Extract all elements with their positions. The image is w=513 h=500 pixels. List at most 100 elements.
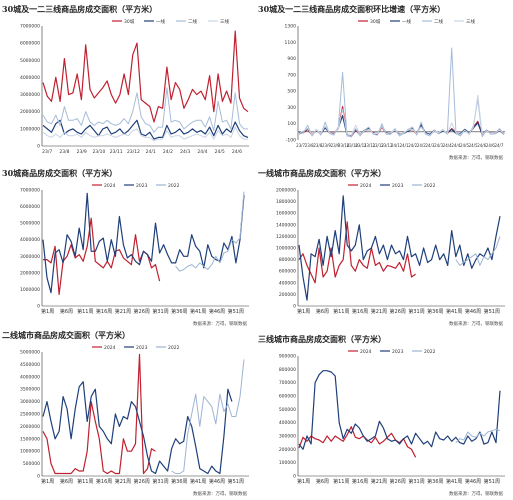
chart-title: 三线城市商品房成交面积（平方米）: [258, 334, 386, 344]
y-tick-label: 6000000: [20, 41, 40, 47]
y-tick-label: 800000: [279, 367, 296, 373]
chart-title: 30城商品房成交面积（平方米）: [2, 168, 118, 178]
y-tick-label: 3500000: [20, 387, 40, 393]
y-tick-label: 7000000: [20, 188, 40, 194]
x-tick-label: 23/11: [355, 143, 367, 148]
x-tick-label: 23/9: [322, 143, 331, 148]
x-tick-label: 24/2: [408, 143, 417, 148]
x-tick-label: 第41周: [446, 308, 462, 315]
legend-label: 2023: [392, 349, 404, 355]
x-tick-label: 23/8: [313, 143, 322, 148]
y-tick-label: 6000000: [20, 204, 40, 210]
legend-label: 2024: [360, 349, 372, 355]
x-tick-label: 第31周: [408, 308, 424, 315]
x-tick-label: 第46周: [465, 308, 481, 315]
series-line-2022: [455, 236, 501, 266]
x-tick-label: 第16周: [96, 308, 112, 315]
x-tick-label: 24/6: [232, 149, 242, 155]
x-tick-label: 24/2: [417, 143, 426, 148]
chart-title: 一线城市商品房成交面积（平方米）: [258, 168, 386, 178]
x-tick-label: 第1周: [297, 308, 310, 315]
legend-label: 2023: [136, 345, 148, 351]
x-tick-label: 24/7: [494, 143, 503, 148]
x-tick-label: 第6周: [60, 308, 73, 315]
chart-svg: 0 100000 200000 300000 400000 500000 600000 700…: [279, 349, 505, 497]
y-tick-label: 1600000: [276, 211, 296, 217]
x-tick-label: 第41周: [446, 478, 462, 485]
y-tick-label: 1800000: [276, 199, 296, 205]
y-tick-label: 600000: [279, 394, 296, 400]
y-tick-label: 100: [287, 121, 296, 127]
y-tick-label: 4000000: [20, 75, 40, 81]
x-tick-label: 第36周: [427, 478, 443, 485]
source-note: 数据来源：万得，钢联数据: [449, 320, 503, 327]
y-tick-label: 900000: [279, 354, 296, 360]
x-tick-label: 第11周: [333, 308, 349, 315]
y-tick-label: 1200000: [276, 234, 296, 240]
x-tick-label: 第21周: [371, 308, 387, 315]
source-note: 数据来源：万得，钢联数据: [449, 490, 503, 497]
y-tick-label: 200000: [279, 447, 296, 453]
series-line-三线: [42, 126, 248, 142]
x-tick-label: 第36周: [171, 308, 187, 315]
series-line-2023: [298, 370, 501, 450]
x-tick-label: 第41周: [190, 478, 206, 485]
x-tick-label: 第16周: [352, 308, 368, 315]
series-line-一线: [42, 119, 249, 140]
series-line-2023: [298, 195, 501, 301]
x-tick-label: 24/5: [469, 143, 478, 148]
series-line-二线: [298, 47, 505, 138]
x-tick-label: 第46周: [209, 308, 225, 315]
x-tick-label: 第1周: [41, 478, 54, 485]
y-tick-label: 2000000: [276, 188, 296, 194]
x-tick-label: 第1周: [297, 478, 310, 485]
x-tick-label: 23/10: [338, 143, 350, 148]
x-tick-label: 第41周: [190, 308, 206, 315]
x-tick-label: 第6周: [60, 478, 73, 485]
x-tick-label: 23/12: [372, 143, 384, 148]
x-tick-label: 23/7: [42, 149, 52, 155]
legend-label: 2024: [104, 183, 116, 189]
y-tick-label: 4000000: [20, 374, 40, 380]
x-tick-label: 24/1: [391, 143, 400, 148]
source-note: 数据来源：万得，钢联数据: [193, 320, 247, 327]
chart-title: 二线城市商品房成交面积（平方米）: [2, 330, 130, 340]
x-tick-label: 第6周: [316, 308, 329, 315]
x-tick-label: 第46周: [465, 478, 481, 485]
y-tick-label: 700: [287, 72, 296, 78]
x-tick-label: 24/3: [180, 149, 190, 155]
legend-label: 2024: [360, 183, 372, 189]
chart-panel-2: 30城及一二三线商品房成交面积环比增速（平方米） -100 100 300 500 700…: [258, 4, 511, 162]
x-tick-label: 23/11: [110, 149, 123, 155]
x-tick-label: 第51周: [484, 308, 500, 315]
x-tick-label: 23/10: [347, 143, 359, 148]
x-tick-label: 第31周: [152, 478, 168, 485]
chart-panel-4: 一线城市商品房成交面积（平方米） 0 200000 400000 600000 80000…: [258, 168, 511, 328]
x-tick-label: 24/4: [451, 143, 460, 148]
x-tick-label: 24/3: [434, 143, 443, 148]
y-tick-label: 5000000: [20, 221, 40, 227]
x-tick-label: 23/9: [77, 149, 87, 155]
y-tick-label: 400000: [279, 280, 296, 286]
y-tick-label: 1500000: [20, 436, 40, 442]
x-tick-label: 23/8: [59, 149, 69, 155]
series-line-30城: [42, 30, 249, 123]
x-tick-label: 23/10: [92, 149, 105, 155]
series-line-2023: [42, 192, 245, 294]
chart-title: 30城及一二三线商品房成交面积环比增速（平方米）: [258, 4, 446, 14]
y-tick-label: 5000000: [20, 350, 40, 356]
chart-svg: 0 1000000 2000000 3000000 4000000 5000000 6000…: [20, 18, 249, 155]
y-tick-label: 500000: [279, 407, 296, 413]
x-tick-label: 24/5: [460, 143, 469, 148]
x-tick-label: 23/7: [296, 143, 305, 148]
legend-label: 2022: [424, 349, 436, 355]
x-tick-label: 第11周: [333, 478, 349, 485]
x-tick-label: 第31周: [152, 308, 168, 315]
legend-label: 2022: [424, 183, 436, 189]
y-tick-label: 500000: [23, 461, 40, 467]
legend-label: 二线: [188, 18, 197, 25]
y-tick-label: 300000: [279, 434, 296, 440]
y-tick-label: 1000000: [20, 287, 40, 293]
x-tick-label: 23/9: [331, 143, 340, 148]
